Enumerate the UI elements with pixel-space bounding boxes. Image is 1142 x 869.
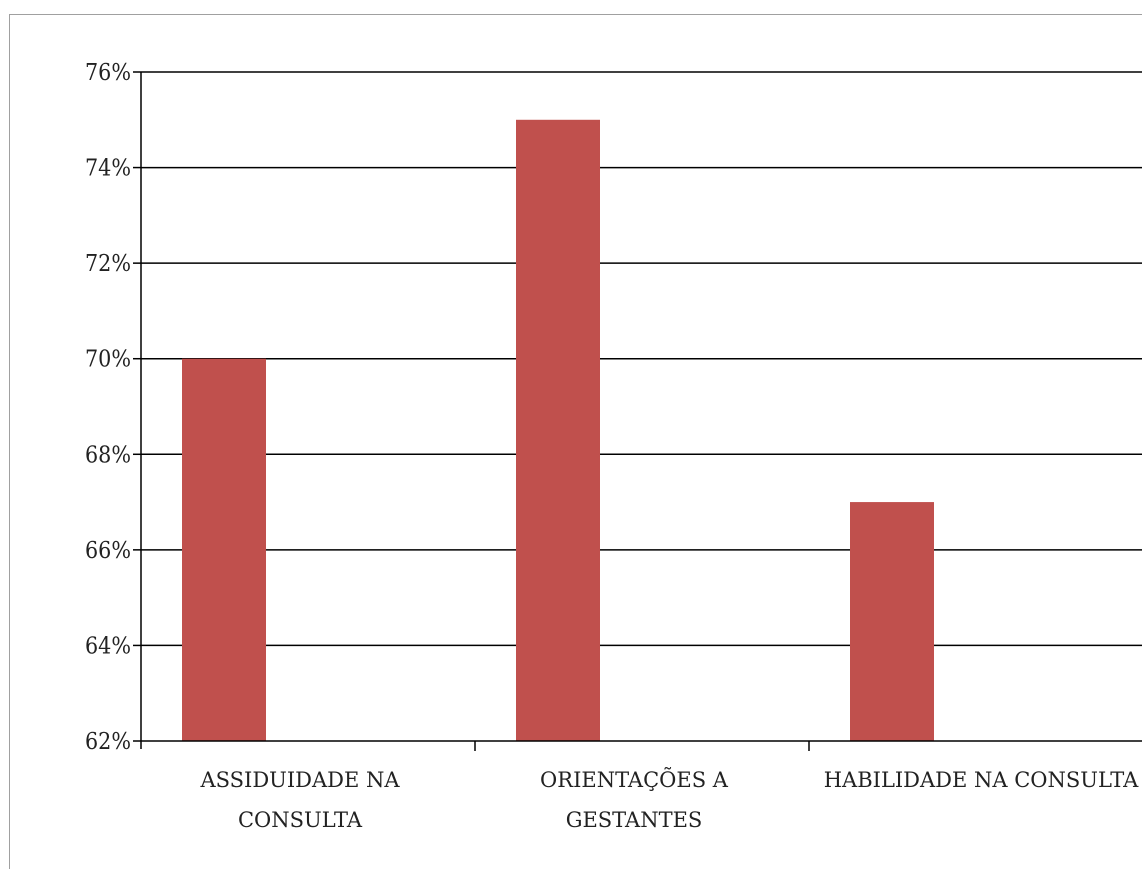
bar	[516, 119, 600, 742]
y-tick-label: 74%	[85, 156, 131, 182]
y-tick-labels: 62% 64% 66% 68% 70% 72% 74% 76%	[85, 60, 131, 755]
y-tick-label: 66%	[85, 538, 131, 564]
y-tick-label: 64%	[85, 633, 131, 659]
axes	[133, 71, 1142, 751]
x-category-label: ORIENTAÇÕES A GESTANTES	[540, 768, 729, 832]
bars	[182, 119, 934, 742]
y-tick-label: 68%	[85, 442, 131, 468]
x-category-label: HABILIDADE NA CONSULTA	[824, 768, 1139, 792]
bar	[182, 358, 266, 741]
y-tick-label: 76%	[85, 60, 131, 86]
x-category-label: ASSIDUIDADE NA CONSULTA	[199, 768, 400, 832]
y-tick-label: 70%	[85, 347, 131, 373]
y-tick-label: 62%	[85, 729, 131, 755]
gridlines	[141, 71, 1142, 647]
x-category-labels: ASSIDUIDADE NA CONSULTA ORIENTAÇÕES A GESTA…	[199, 768, 1139, 832]
chart-frame	[9, 14, 1142, 869]
y-tick-label: 72%	[85, 251, 131, 277]
bar	[850, 502, 934, 741]
